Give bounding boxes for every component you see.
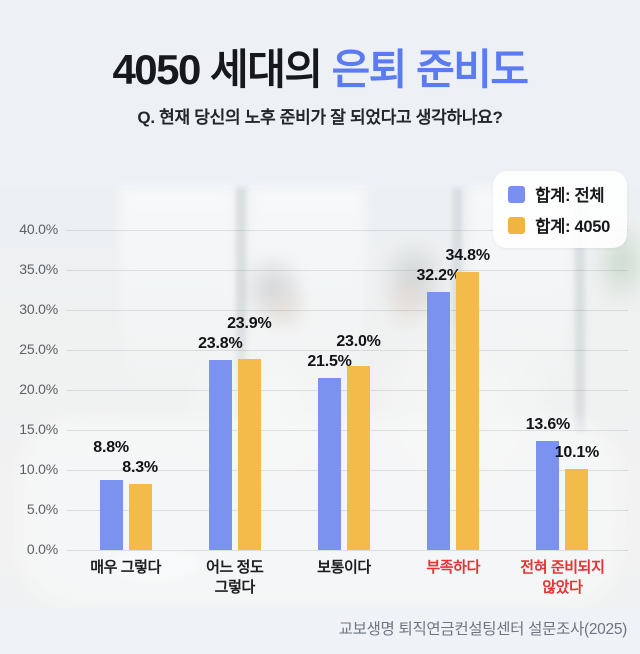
bar bbox=[347, 366, 370, 550]
bar-value-label: 13.6% bbox=[525, 416, 571, 434]
legend-swatch-yellow bbox=[508, 216, 526, 234]
bar-value-label: 8.3% bbox=[122, 458, 158, 476]
bar bbox=[128, 483, 152, 550]
category-label: 매우 그렇다 bbox=[90, 559, 161, 576]
bar bbox=[456, 271, 480, 550]
page-title-highlight: 은퇴 준비도 bbox=[331, 46, 529, 93]
bar bbox=[208, 359, 232, 550]
legend-swatch-blue bbox=[508, 185, 526, 203]
category-label: 전혀 준비되지 않았다 bbox=[520, 559, 605, 596]
legend-item-total: 합계: 전체 bbox=[508, 182, 610, 206]
gridline bbox=[66, 270, 628, 271]
footer-strip: 교보생명 퇴직연금컨설팅센터 설문조사(2025) bbox=[0, 608, 640, 654]
gridline bbox=[66, 310, 628, 311]
bar-value-label: 10.1% bbox=[554, 444, 600, 462]
y-axis-tick: 35.0% bbox=[19, 261, 58, 277]
y-axis-tick: 30.0% bbox=[19, 301, 58, 317]
y-axis-tick: 10.0% bbox=[19, 461, 58, 477]
y-axis-tick: 25.0% bbox=[19, 341, 58, 357]
page-title: 4050 세대의 은퇴 준비도 bbox=[0, 0, 640, 97]
page-title-prefix: 4050 세대의 bbox=[112, 46, 332, 93]
category-label: 보통이다 bbox=[317, 559, 371, 576]
bar-value-label: 32.2% bbox=[416, 267, 462, 285]
bar bbox=[99, 479, 123, 550]
y-axis-tick: 40.0% bbox=[19, 221, 58, 237]
bar bbox=[427, 292, 451, 550]
y-axis-tick: 5.0% bbox=[26, 501, 58, 517]
bar-value-label: 34.8% bbox=[445, 246, 491, 264]
bar-value-label: 21.5% bbox=[307, 353, 352, 370]
y-axis-tick: 15.0% bbox=[19, 421, 58, 437]
legend-label: 합계: 전체 bbox=[535, 187, 605, 205]
bar bbox=[536, 441, 560, 550]
bar-value-label: 23.8% bbox=[198, 334, 243, 352]
category-label: 부족하다 bbox=[426, 559, 480, 576]
gridline bbox=[66, 350, 628, 351]
legend-label: 합계: 4050 bbox=[535, 218, 610, 236]
gridline bbox=[66, 230, 628, 231]
y-axis-tick: 0.0% bbox=[26, 541, 58, 557]
bar-value-label: 23.9% bbox=[227, 314, 272, 332]
survey-question: Q. 현재 당신의 노후 준비가 잘 되었다고 생각하나요? bbox=[137, 107, 503, 127]
y-axis-tick: 20.0% bbox=[19, 381, 58, 397]
bar bbox=[318, 378, 341, 550]
chart-legend: 합계: 전체 합계: 4050 bbox=[493, 171, 627, 248]
header: 4050 세대의 은퇴 준비도 Q. 현재 당신의 노후 준비가 잘 되었다고 … bbox=[0, 0, 640, 128]
bar bbox=[237, 358, 261, 550]
category-label: 어느 정도 그렇다 bbox=[206, 559, 264, 596]
bar-value-label: 8.8% bbox=[93, 438, 129, 456]
table-cup bbox=[110, 548, 200, 582]
source-caption: 교보생명 퇴직연금컨설팅센터 설문조사(2025) bbox=[338, 621, 628, 638]
legend-item-4050: 합계: 4050 bbox=[508, 213, 610, 237]
gridline bbox=[66, 550, 628, 551]
bar bbox=[565, 469, 589, 550]
bar-value-label: 23.0% bbox=[336, 333, 381, 350]
window-frame bbox=[575, 188, 585, 433]
